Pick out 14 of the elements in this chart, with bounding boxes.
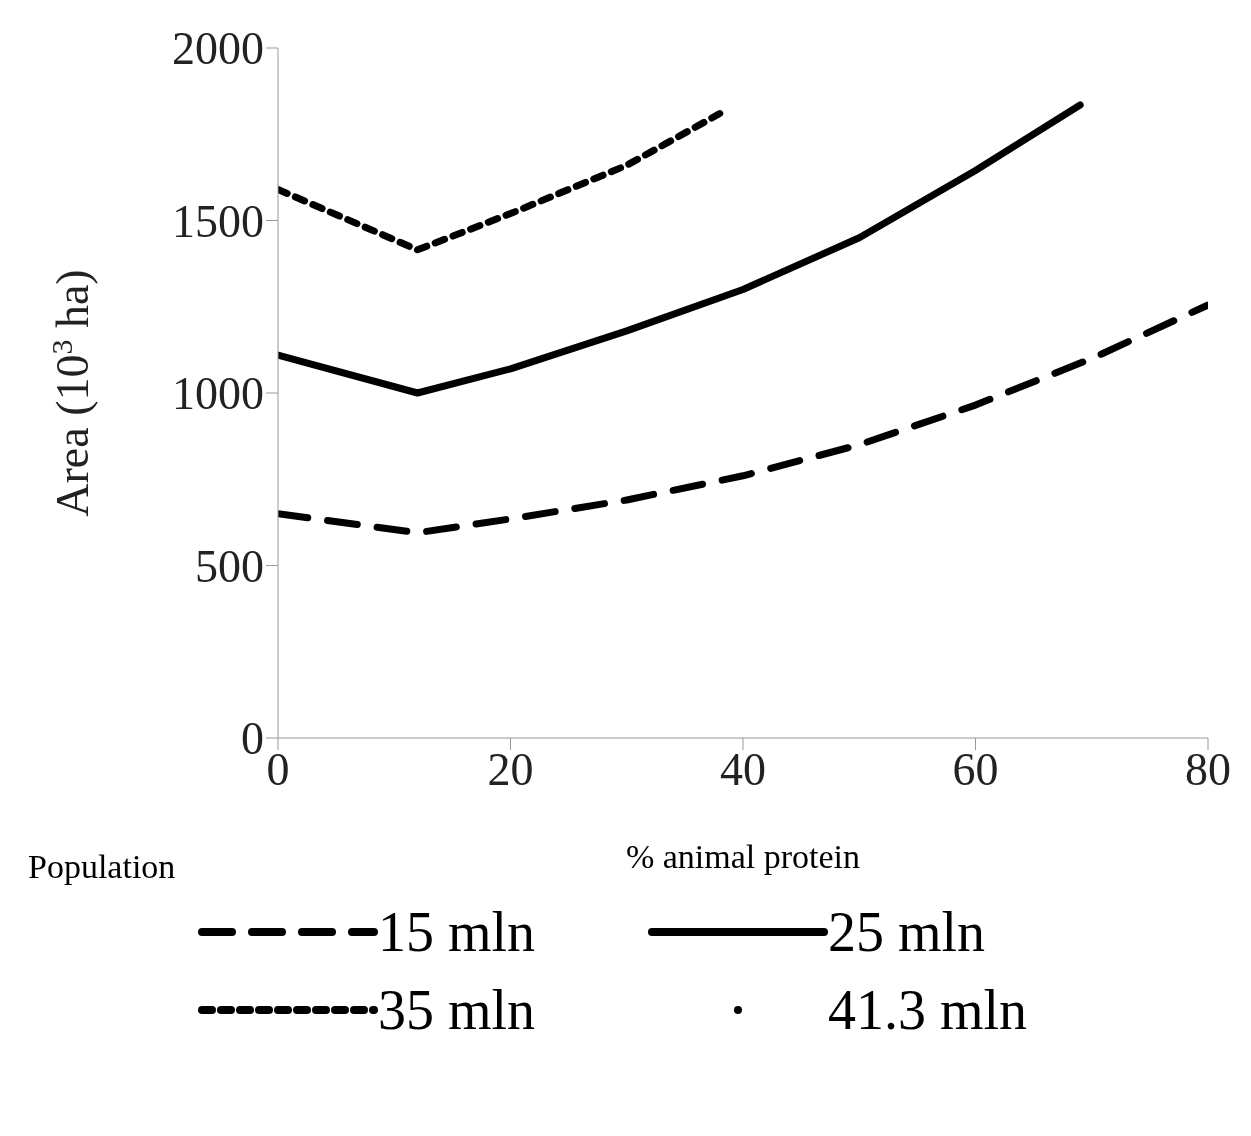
x-axis-title: % animal protein: [625, 838, 861, 875]
legend-title: Population: [28, 848, 176, 885]
x-tick-label: 40: [720, 743, 766, 795]
x-tick-label: 60: [952, 743, 999, 795]
x-tick-label: 80: [1185, 743, 1231, 795]
legend-label: 35 mln: [378, 978, 536, 1042]
x-tick-label: 20: [487, 743, 534, 795]
y-tick-label: 1500: [172, 195, 264, 247]
legend-label: 41.3 mln: [828, 978, 1028, 1042]
legend-label: 15 mln: [378, 900, 536, 964]
y-tick-label: 1000: [172, 368, 264, 420]
y-tick-label: 500: [195, 540, 264, 592]
legend-label: 25 mln: [828, 900, 986, 964]
y-tick-label: 2000: [172, 23, 264, 75]
